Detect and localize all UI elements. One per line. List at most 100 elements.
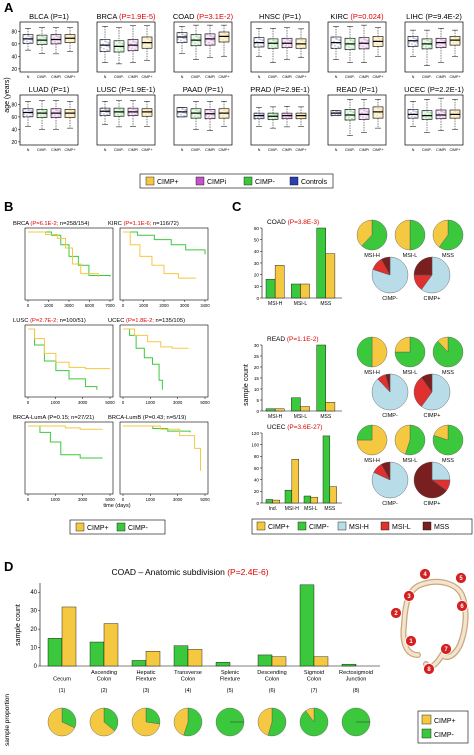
boxplot-cancer-name: COAD	[173, 12, 197, 21]
x-tick-label: CIMP+	[449, 75, 460, 79]
x-tick-label: N	[335, 148, 338, 152]
pie-msi-h: MSI-H	[356, 336, 388, 376]
pie-slice	[173, 707, 189, 736]
panel-d-anatomic-subdivision: COAD – Anatomic subdivision (P=2.4E-6) 0 1…	[4, 567, 469, 746]
survival-sample-size: n=135/105)	[154, 318, 185, 324]
box-cimp+	[449, 36, 461, 46]
proportion-pie	[341, 707, 371, 737]
y-tick-label: 40	[11, 54, 17, 60]
boxplot-title: LUAD (P=1)	[29, 85, 70, 94]
pie-slice	[356, 219, 373, 247]
y-axis-label: sample count	[15, 604, 22, 646]
boxplot-title: COAD (P=3.1E-2)	[173, 12, 234, 21]
survival-sample-size: n=27/21)	[70, 415, 95, 421]
category-number: (4)	[185, 688, 192, 694]
boxplot-cancer-name: PRAD	[250, 85, 273, 94]
bar-cimp-minus	[265, 408, 276, 412]
survival-plot-kirc: KIRC (P=1.1E-6; n=116/72) 0 1000 2000 3000 34…	[108, 221, 210, 308]
pie-label: CIMP+	[424, 501, 441, 507]
category-number: (7)	[311, 688, 318, 694]
legend-swatch	[421, 728, 432, 739]
msi-bar-chart-ucec: UCEC (P=3.6E-27) 0 20 40 60 80 100 120 Ind. MSI-H…	[251, 424, 464, 512]
boxplot-p-value: (P=1)	[359, 85, 378, 94]
y-tick-label: 20	[11, 67, 17, 73]
y-tick-label: 20	[254, 489, 260, 494]
legend-label: CIMP+	[157, 179, 179, 186]
panel-letter-c: C	[232, 199, 242, 214]
bar-cimp-plus	[271, 656, 287, 667]
bar-cimp-plus	[291, 459, 299, 504]
pie-slice	[421, 373, 451, 411]
anatomic-group-3: Hepatic Flexture (3)	[131, 651, 161, 737]
boxplot-cancer-name: HNSC	[259, 12, 282, 21]
age-boxplot-blca: BLCA (P=1) 20 40 60 80 N CIMP- CIMPi CIMP+	[11, 12, 79, 79]
bar-cimp-minus	[322, 435, 331, 504]
boxplot-cancer-name: BRCA	[97, 12, 120, 21]
survival-title: BRCA (P=6.1E-2; n=258/154)	[13, 221, 89, 227]
bar-cimp-plus	[103, 623, 119, 667]
proportion-pie	[173, 707, 203, 737]
x-tick-label: CIMP+	[218, 75, 229, 79]
survival-curve-cimp-minus	[123, 231, 206, 255]
pie-slice	[183, 707, 203, 737]
x-tick-label: N	[258, 148, 261, 152]
pie-mss: MSS	[432, 219, 464, 259]
pie-slice	[385, 373, 391, 393]
pie-slice	[356, 336, 373, 368]
x-tick-label: CIMPi	[359, 148, 369, 152]
y-tick-label: 30	[254, 261, 260, 266]
pie-cimp-: CIMP-	[371, 256, 409, 302]
x-tick-label: 3400	[200, 303, 210, 308]
box-cimp+	[141, 108, 153, 117]
x-tick-label: CIMP+	[449, 148, 460, 152]
survival-curve-cimp-minus	[28, 328, 98, 390]
x-tick-label: N	[412, 148, 415, 152]
plot-frame	[119, 227, 209, 301]
proportion-pie	[257, 707, 287, 737]
legend-label: CIMP-	[309, 524, 330, 531]
boxplot-p-value: (P=1)	[51, 85, 70, 94]
survival-p-value: (P=6.1E-2;	[30, 221, 58, 227]
x-tick-label: 3000	[64, 303, 74, 308]
y-tick-label: 60	[11, 42, 17, 48]
pie-label: CIMP+	[424, 413, 441, 419]
x-tick-label: CIMPi	[436, 148, 446, 152]
survival-title: BRCA-LumB (P=0.43; n=5/19)	[108, 415, 186, 421]
boxplot-title: LUSC (P=1.9E-1)	[97, 85, 156, 94]
y-tick-label: 60	[254, 226, 260, 231]
x-tick-label: 3000	[78, 400, 88, 405]
box-n	[407, 36, 419, 47]
anatomic-group-1: Cecum (1)	[47, 606, 77, 737]
pie-msi-h: MSI-H	[356, 219, 388, 259]
pie-label: MSI-L	[403, 253, 418, 259]
legend-label: CIMP-	[128, 525, 149, 532]
legend-label: CIMP+	[268, 524, 290, 531]
anatomic-group-8: Rectosigmoid Junction (8)	[339, 663, 373, 737]
x-tick-label: CIMP+	[218, 148, 229, 152]
x-tick-label: 0	[27, 497, 30, 502]
y-tick-label: 40	[254, 477, 260, 482]
legend-swatch	[380, 521, 390, 531]
pie-slice	[381, 461, 391, 481]
legend-label: CIMP+	[434, 718, 456, 725]
legend-label: CIMPi	[207, 179, 227, 186]
y-tick-label: 80	[254, 454, 260, 459]
box-cimpi	[204, 33, 216, 46]
legend-label: MSI-L	[392, 524, 411, 531]
survival-title: KIRC (P=1.1E-6; n=116/72)	[108, 221, 179, 227]
proportion-pie	[215, 707, 245, 737]
age-boxplot-read: READ (P=1) N CIMP- CIMPi CIMP+	[327, 85, 387, 152]
bar-title: UCEC (P=3.6E-27)	[267, 424, 322, 431]
x-tick-label: Ind.	[269, 506, 277, 512]
y-tick-label: 20	[30, 627, 37, 633]
survival-curve-cimp-plus	[123, 328, 189, 349]
y-tick-label: 60	[254, 466, 260, 471]
legend-swatch	[421, 714, 432, 725]
age-boxplot-brca: BRCA (P=1.9E-5) N CIMP- CIMPi CIMP+	[97, 12, 156, 79]
location-pin-label: 8	[427, 667, 431, 673]
pie-mss: MSS	[432, 336, 464, 376]
pie-cimp+: CIMP+	[413, 373, 451, 419]
boxplot-cancer-name: LUSC	[97, 85, 119, 94]
bar-cimp-minus	[299, 584, 315, 667]
